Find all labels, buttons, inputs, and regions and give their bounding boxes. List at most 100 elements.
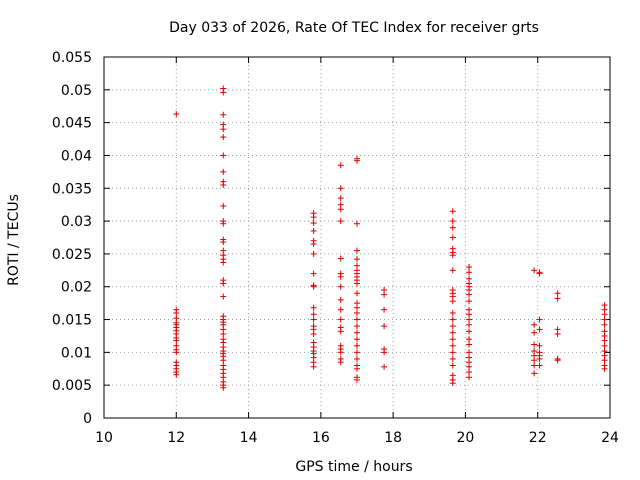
data-point bbox=[536, 362, 543, 369]
data-point bbox=[531, 370, 538, 377]
x-tick-label: 10 bbox=[95, 430, 113, 446]
data-point bbox=[354, 304, 360, 311]
data-point bbox=[449, 218, 456, 225]
data-point bbox=[220, 280, 227, 287]
data-point bbox=[466, 269, 473, 276]
data-point bbox=[220, 168, 227, 175]
data-point bbox=[354, 256, 360, 263]
data-point bbox=[554, 357, 561, 364]
data-point bbox=[601, 316, 608, 323]
data-point bbox=[220, 384, 227, 391]
data-point bbox=[310, 214, 317, 221]
data-point bbox=[449, 208, 456, 215]
data-point bbox=[220, 181, 227, 188]
data-point bbox=[354, 376, 360, 383]
data-point bbox=[381, 323, 388, 330]
data-point bbox=[449, 342, 456, 349]
data-point bbox=[354, 290, 360, 297]
data-point bbox=[354, 247, 360, 254]
data-point bbox=[337, 255, 344, 262]
data-point bbox=[220, 220, 227, 227]
data-point bbox=[220, 89, 227, 96]
data-point bbox=[531, 267, 538, 274]
data-point bbox=[220, 239, 227, 246]
data-point bbox=[354, 349, 360, 356]
data-point bbox=[310, 241, 317, 248]
data-point bbox=[337, 283, 344, 290]
data-point bbox=[449, 355, 456, 362]
y-tick-label: 0.02 bbox=[61, 280, 92, 296]
data-point bbox=[449, 349, 456, 356]
data-point bbox=[449, 252, 456, 259]
data-point bbox=[381, 291, 388, 298]
data-point bbox=[466, 298, 473, 305]
data-point bbox=[310, 250, 317, 257]
data-point bbox=[354, 336, 360, 343]
plot-frame bbox=[103, 56, 611, 419]
data-point bbox=[554, 290, 561, 297]
y-tick-label: 0.005 bbox=[52, 378, 92, 394]
data-point bbox=[466, 311, 473, 318]
data-point bbox=[220, 259, 227, 266]
data-points bbox=[173, 85, 608, 391]
data-point bbox=[337, 316, 344, 323]
y-tick-label: 0.015 bbox=[52, 313, 92, 329]
data-point bbox=[310, 330, 317, 337]
data-point bbox=[449, 267, 456, 274]
y-tick-label: 0.01 bbox=[61, 345, 92, 361]
data-point bbox=[466, 349, 473, 356]
data-point bbox=[449, 329, 456, 336]
data-point bbox=[536, 316, 543, 323]
data-point bbox=[449, 234, 456, 241]
data-point bbox=[337, 206, 344, 213]
data-point bbox=[601, 337, 608, 344]
data-point bbox=[310, 316, 317, 323]
data-point bbox=[337, 306, 344, 313]
data-point bbox=[536, 270, 543, 277]
data-point bbox=[466, 328, 473, 335]
data-point bbox=[220, 111, 227, 118]
data-point bbox=[220, 202, 227, 209]
y-tick-label: 0.05 bbox=[61, 83, 92, 99]
data-point bbox=[310, 270, 317, 277]
data-point bbox=[310, 227, 317, 234]
data-point bbox=[466, 369, 473, 376]
data-point bbox=[354, 365, 360, 372]
data-point bbox=[466, 374, 473, 381]
data-point bbox=[554, 295, 561, 302]
data-point bbox=[466, 291, 473, 298]
data-point bbox=[531, 357, 538, 364]
x-tick-label: 14 bbox=[240, 430, 258, 446]
data-point bbox=[337, 296, 344, 303]
data-point bbox=[354, 280, 360, 287]
data-point bbox=[354, 157, 360, 164]
data-point bbox=[531, 341, 538, 348]
chart-title: Day 033 of 2026, Rate Of TEC Index for r… bbox=[169, 20, 539, 36]
y-tick-label: 0.045 bbox=[52, 116, 92, 132]
axis-ticks: 10 12 14 16 18 20 22 24 0 0.005 0.01 0.015 0.02 0.025… bbox=[52, 50, 619, 446]
data-point bbox=[220, 126, 227, 133]
data-point bbox=[466, 264, 473, 271]
data-point bbox=[466, 363, 473, 370]
data-point bbox=[449, 362, 456, 369]
data-point bbox=[466, 341, 473, 348]
data-point bbox=[337, 185, 344, 192]
data-point bbox=[337, 328, 344, 335]
data-point bbox=[601, 365, 608, 372]
data-point bbox=[337, 218, 344, 225]
x-tick-label: 22 bbox=[529, 430, 547, 446]
data-point bbox=[601, 342, 608, 349]
y-tick-label: 0.03 bbox=[61, 214, 92, 230]
data-point bbox=[601, 357, 608, 364]
data-point bbox=[337, 359, 344, 366]
data-point bbox=[310, 311, 317, 318]
data-point bbox=[173, 111, 180, 118]
data-point bbox=[466, 321, 473, 328]
data-point bbox=[337, 162, 344, 169]
y-tick-label: 0.025 bbox=[52, 247, 92, 263]
data-point bbox=[449, 336, 456, 343]
data-point bbox=[354, 323, 360, 330]
y-axis-label: ROTI / TECUs bbox=[6, 194, 22, 286]
data-point bbox=[536, 326, 543, 333]
